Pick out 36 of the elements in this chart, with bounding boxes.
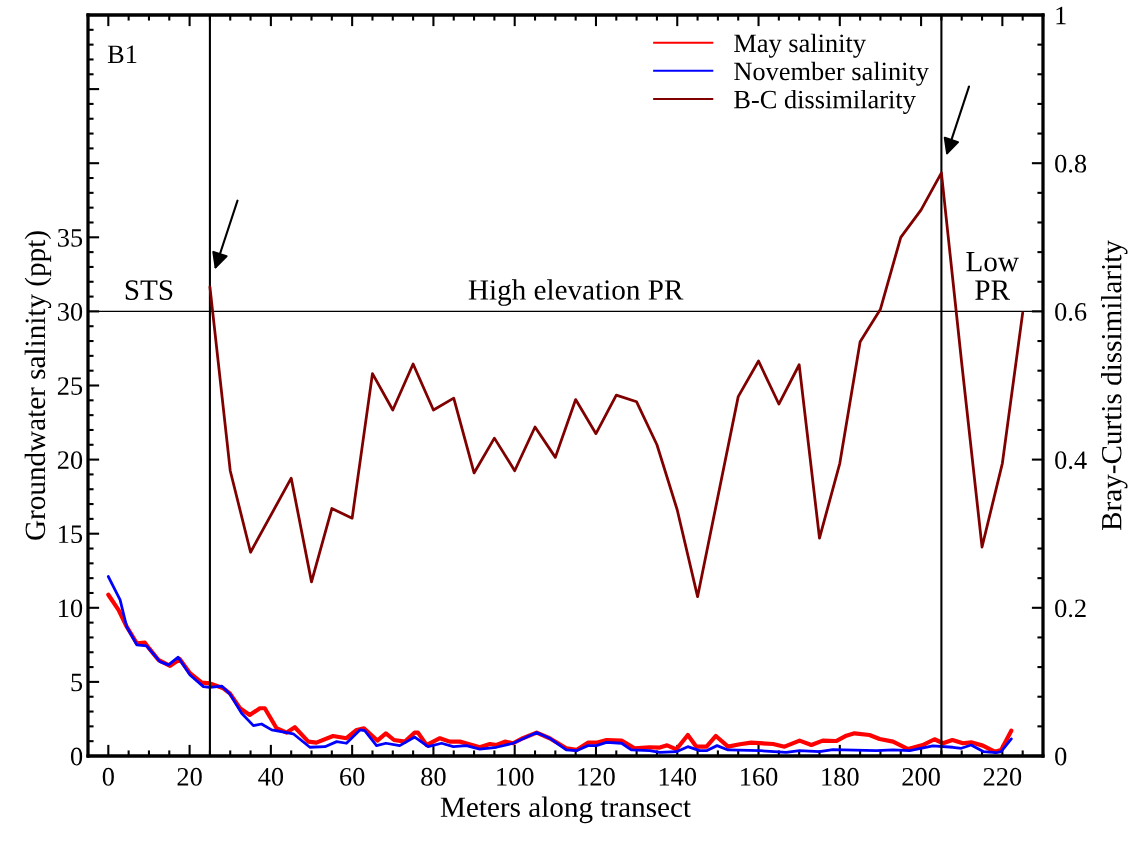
x-tick-label: 120 [578,767,615,786]
y2-tick-label: 0.6 [1055,303,1087,321]
x-tick-label: 40 [258,767,284,786]
x-tick-label: 160 [741,767,778,786]
y2-axis-title: Bray-Curtis dissimilarity [1100,240,1128,531]
annotation: Low PR [966,252,1019,300]
y-axis-title: Groundwater salinity (ppt) [24,231,52,540]
x-tick-label: 100 [497,767,534,786]
y-tick-label: 25 [57,377,83,395]
legend-label: B-C dissimilarity [734,89,916,114]
y-tick-label: 15 [59,525,83,544]
x-tick-label: 200 [902,767,940,786]
y-tick-label: 35 [58,228,83,247]
y2-tick-label: 1 [1056,6,1066,25]
y-tick-label: 10 [59,599,83,618]
x-tick-label: 220 [983,767,1022,786]
x-axis-title: Meters along transect [440,796,691,824]
y-tick-label: 5 [71,673,83,692]
x-tick-label: 180 [822,767,859,786]
x-tick-label: 80 [421,767,446,786]
annotation: High elevation PR [468,279,684,306]
y-tick-label: 30 [58,303,83,321]
y2-tick-label: 0.2 [1055,599,1086,618]
y2-tick-label: 0.8 [1055,154,1087,173]
x-tick-label: 0 [102,767,114,786]
annotation: B1 [107,45,137,64]
y2-tick-label: 0 [1055,747,1067,766]
x-tick-label: 20 [177,767,202,786]
y2-tick-label: 0.4 [1055,451,1087,470]
x-tick-label: 140 [659,767,697,786]
annotation: STS [125,280,173,300]
legend-label: November salinity [734,61,929,86]
y-tick-label: 0 [70,747,83,766]
x-tick-label: 60 [340,767,365,786]
legend-label: May salinity [734,33,866,58]
y-tick-label: 20 [57,451,83,470]
